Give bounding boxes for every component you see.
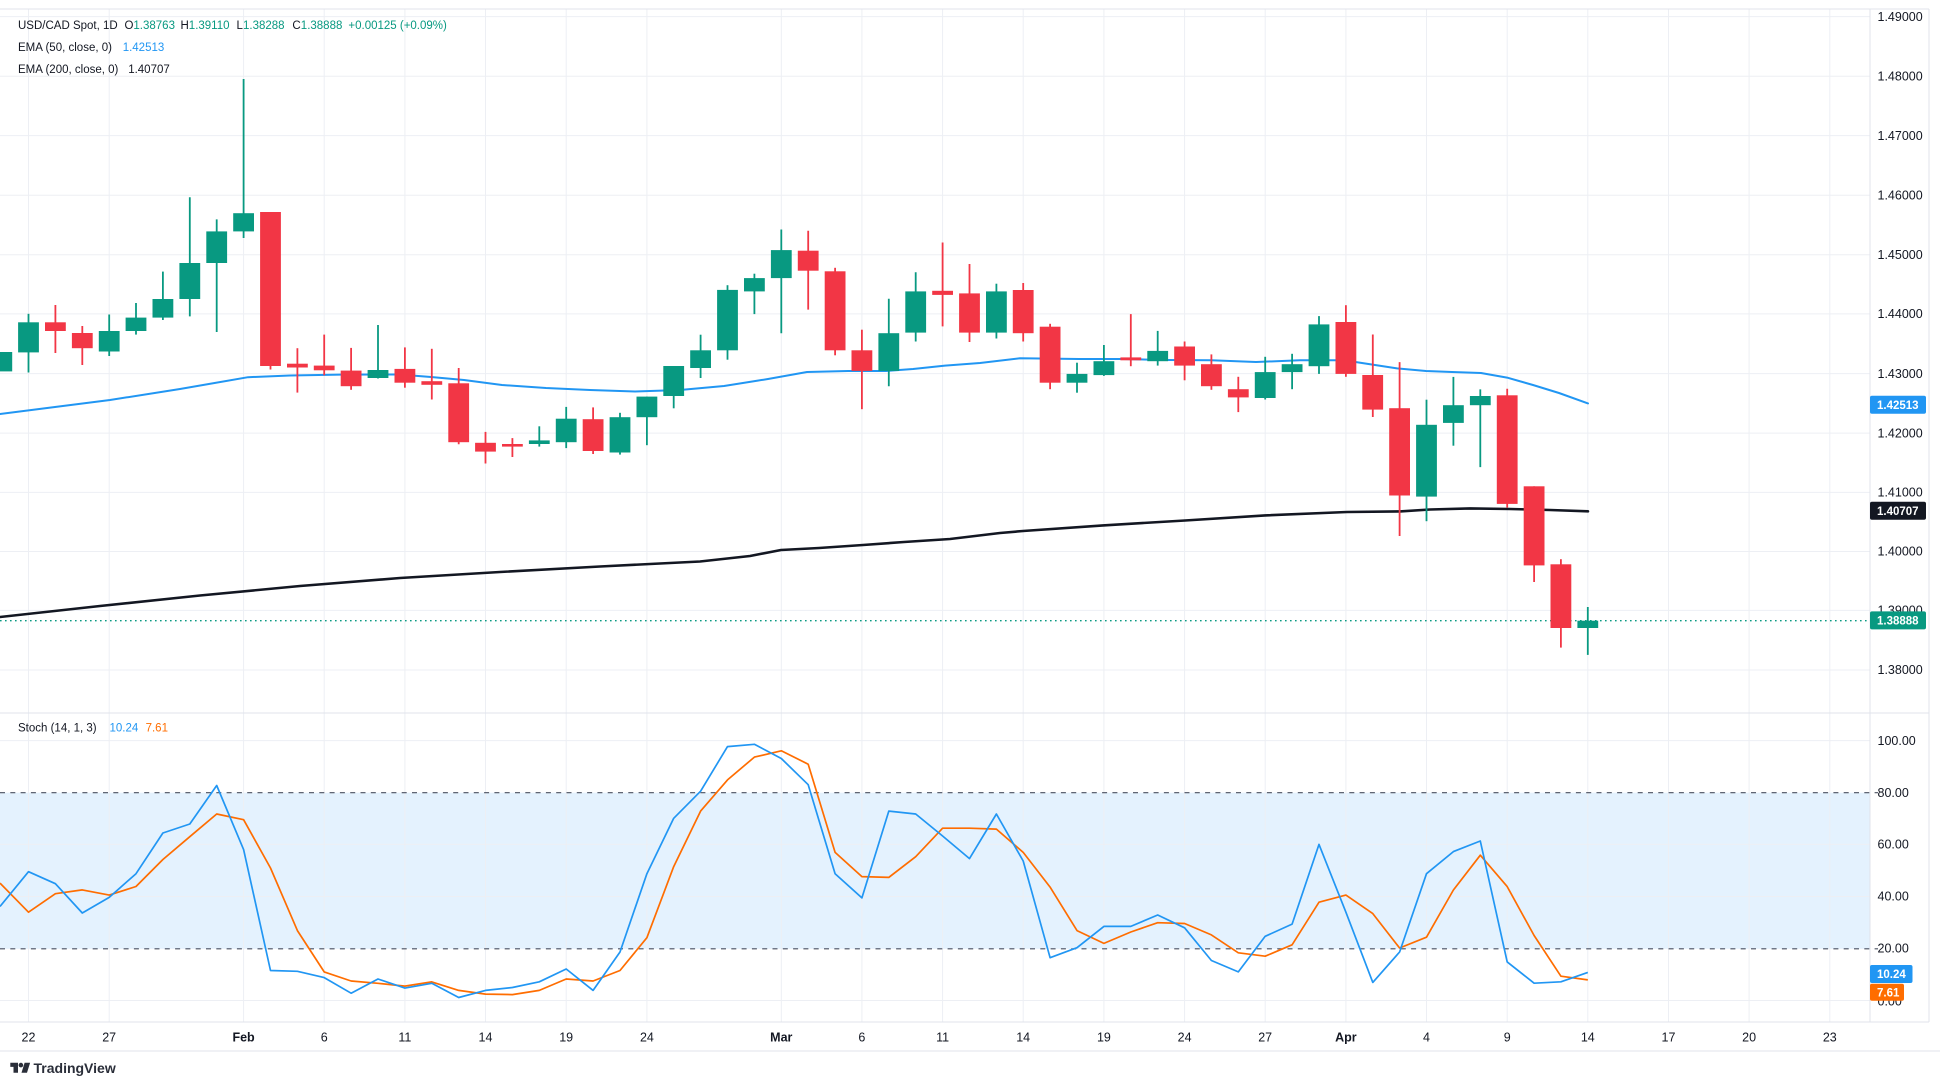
svg-text:Mar: Mar [770,1031,792,1045]
svg-text:80.00: 80.00 [1878,786,1909,800]
svg-text:1.38288: 1.38288 [243,20,285,32]
svg-text:14: 14 [479,1031,493,1045]
svg-text:9: 9 [1504,1031,1511,1045]
svg-text:1.38000: 1.38000 [1878,663,1923,677]
svg-text:1.40707: 1.40707 [128,64,170,76]
svg-text:100.00: 100.00 [1878,734,1916,748]
svg-text:27: 27 [1258,1031,1272,1045]
svg-text:40.00: 40.00 [1878,890,1909,904]
svg-text:1.40000: 1.40000 [1878,545,1923,559]
svg-text:7.61: 7.61 [1877,987,1900,999]
svg-text:14: 14 [1581,1031,1595,1045]
svg-text:11: 11 [398,1031,411,1045]
svg-text:1.38888: 1.38888 [301,20,343,32]
svg-text:19: 19 [559,1031,573,1045]
svg-text:60.00: 60.00 [1878,838,1909,852]
svg-text:1.41000: 1.41000 [1878,486,1923,500]
svg-text:1.49000: 1.49000 [1878,10,1923,24]
svg-text:H: H [181,20,189,32]
svg-text:17: 17 [1662,1031,1676,1045]
svg-text:20: 20 [1742,1031,1756,1045]
svg-text:1.45000: 1.45000 [1878,248,1923,262]
svg-text:1.46000: 1.46000 [1878,189,1923,203]
svg-text:10.24: 10.24 [110,723,139,735]
svg-text:1.42513: 1.42513 [1877,400,1919,412]
svg-text:O: O [125,20,134,32]
svg-text:1.42000: 1.42000 [1878,426,1923,440]
svg-text:TradingView: TradingView [34,1060,116,1076]
svg-text:1.38888: 1.38888 [1877,616,1919,628]
svg-text:1.39110: 1.39110 [189,20,230,32]
svg-text:11: 11 [936,1031,949,1045]
svg-text:1.40707: 1.40707 [1877,506,1919,518]
svg-text:L: L [237,20,244,32]
svg-text:Feb: Feb [232,1031,255,1045]
svg-text:19: 19 [1097,1031,1111,1045]
svg-text:1.44000: 1.44000 [1878,307,1923,321]
svg-text:4: 4 [1423,1031,1430,1045]
svg-text:27: 27 [102,1031,116,1045]
svg-text:+0.00125 (+0.09%): +0.00125 (+0.09%) [348,20,447,32]
svg-text:20.00: 20.00 [1878,942,1909,956]
svg-text:6: 6 [321,1031,328,1045]
svg-text:EMA (200, close, 0): EMA (200, close, 0) [18,64,119,76]
svg-text:6: 6 [858,1031,865,1045]
svg-text:Apr: Apr [1335,1031,1357,1045]
svg-text:1.38763: 1.38763 [133,20,175,32]
svg-text:24: 24 [1178,1031,1192,1045]
svg-text:Stoch (14, 1, 3): Stoch (14, 1, 3) [18,723,97,735]
svg-text:1.48000: 1.48000 [1878,70,1923,84]
svg-text:C: C [292,20,300,32]
svg-text:EMA (50, close, 0): EMA (50, close, 0) [18,42,112,54]
svg-text:7.61: 7.61 [146,723,168,735]
svg-text:1.43000: 1.43000 [1878,367,1923,381]
svg-text:24: 24 [640,1031,654,1045]
svg-text:23: 23 [1823,1031,1837,1045]
svg-text:USD/CAD Spot, 1D: USD/CAD Spot, 1D [18,20,118,32]
svg-text:10.24: 10.24 [1877,969,1906,981]
svg-text:1.42513: 1.42513 [123,42,165,54]
svg-text:22: 22 [22,1031,36,1045]
svg-text:14: 14 [1016,1031,1030,1045]
svg-text:1.47000: 1.47000 [1878,129,1923,143]
